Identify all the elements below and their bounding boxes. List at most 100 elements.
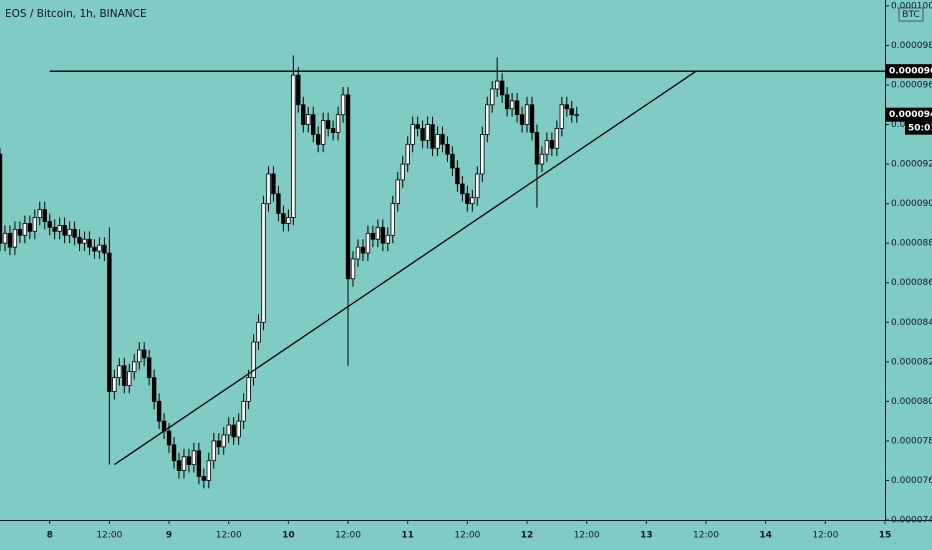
currency-box [898,7,924,22]
candle-body [514,100,520,116]
candle-body [211,440,216,462]
candle-body [509,100,515,110]
candle-body [286,217,291,224]
candle-body [7,232,13,248]
candle-body [311,114,316,135]
candle-body [0,153,3,244]
candle-body [524,104,530,125]
candle-body [92,246,97,252]
candle-body [181,456,187,471]
candle-body [475,173,480,199]
line-price-box [886,64,932,79]
candle-body [350,258,356,280]
x-tick-label: 12:00 [812,531,838,541]
candle-body [37,209,42,218]
candle-body [32,217,38,232]
candle-body [151,377,157,402]
candle-body [171,444,177,462]
candle-body [529,104,535,133]
x-tick-label: 10 [282,531,295,541]
candle-body [156,400,162,422]
candle-body [27,223,33,232]
candle-body [435,134,440,149]
candle-body [216,440,221,448]
x-tick-label: 12:00 [335,531,361,541]
candle-body [390,203,395,236]
last-price-box [886,107,932,122]
candle-body [62,224,67,236]
candle-body [251,341,256,379]
candle-body [375,226,381,240]
candle-body [107,252,112,392]
candle-body [564,104,569,110]
candle-body [301,104,306,125]
candle-body [549,139,555,149]
candle-body [266,173,271,205]
candle-body [554,128,560,149]
candle-body [72,228,77,238]
labels: 0.0000967 0.0000945 50:01 BTC [886,7,932,135]
candle-body [97,244,102,252]
candle-body [360,246,366,254]
candle-body [460,183,465,195]
candle-body [325,120,331,129]
candle-body [470,197,475,205]
candle-body [499,80,505,96]
candle-body [127,371,132,386]
candle-body [226,424,231,436]
candle-body [455,167,460,185]
candle-body [47,221,52,228]
currency: BTC [902,10,919,20]
candle-body [246,377,251,402]
candle-body [221,434,226,448]
trendline [113,70,697,466]
candle-body [132,361,137,373]
candle-body [231,424,236,438]
candle-body [291,74,296,218]
candle-body [445,143,450,155]
candle-body [480,134,485,175]
candle-body [425,124,430,141]
countdown: 50:01 [908,124,932,134]
candle-body [316,134,321,145]
candle-body [539,153,545,165]
line-price-label: 0.0000967 [889,67,932,77]
candle-body [544,139,550,155]
candle-body [395,179,400,205]
candle-body [405,143,410,165]
x-tick-label: 14 [759,531,772,541]
candle-body [385,234,391,244]
x-tick-label: 12:00 [96,531,122,541]
candle-body [206,460,212,481]
candle-body [400,163,405,181]
candle-body [281,213,286,224]
candle-body [335,114,341,133]
candle-body [320,120,326,145]
candle-body [102,244,107,254]
candle-body [256,321,261,343]
candle-body [440,134,445,145]
candle-body [241,400,246,422]
candle-body [490,88,495,106]
candle-body [82,238,87,244]
candle-body [365,232,371,254]
candle-body [296,74,301,106]
candle-body [450,153,455,169]
candle-body [112,377,117,392]
candle-body [2,232,8,244]
candle-body [420,128,425,141]
candle-body [415,124,420,129]
candle-body [201,476,207,481]
x-tick-label: 15 [879,531,892,541]
candle-body [42,209,47,222]
